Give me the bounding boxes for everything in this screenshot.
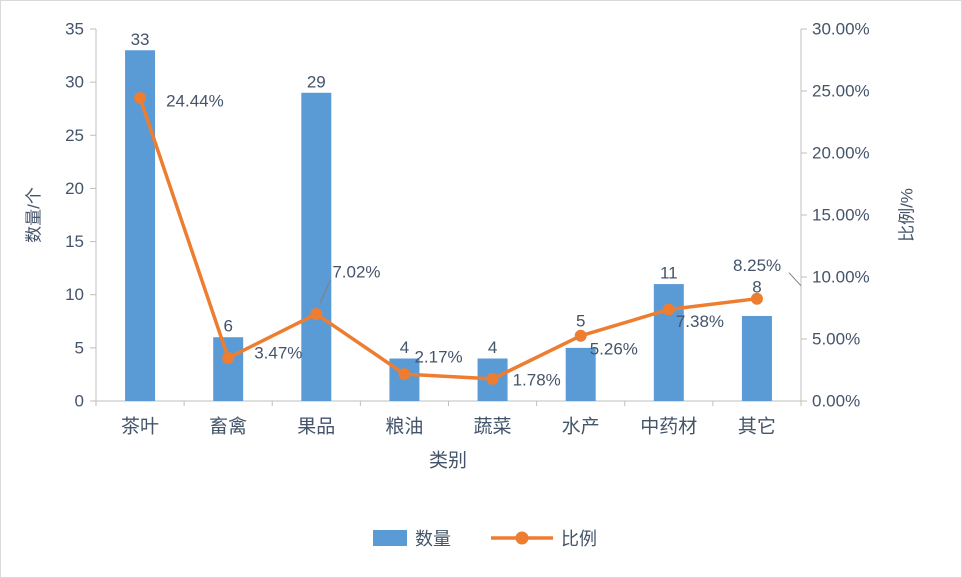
- line-value-label: 7.38%: [676, 312, 724, 331]
- y-axis-left-title: 数量/个: [25, 187, 44, 243]
- legend: 数量 比例: [373, 529, 597, 549]
- data-labels: 33 6 29 4 4 5 11 8 24.44% 3.47% 7.02% 2.17% 1.78% 5.2…: [131, 30, 802, 389]
- category-label: 蔬菜: [474, 416, 512, 438]
- bar-value-label: 11: [660, 264, 678, 283]
- bar: [653, 284, 684, 401]
- legend-line-label: 比例: [561, 529, 597, 549]
- y-left-tick-label: 0: [75, 392, 84, 411]
- bar: [125, 50, 156, 401]
- line-marker: [134, 91, 147, 104]
- bar-value-label: 5: [576, 311, 585, 330]
- y-left-tick-label: 10: [65, 285, 84, 304]
- legend-bar-swatch: [373, 530, 407, 546]
- line-value-label: 7.02%: [332, 262, 380, 281]
- line-series: [134, 91, 763, 385]
- bar-series: [125, 50, 772, 402]
- label-leader-line: [788, 272, 802, 287]
- y-right-tick-label: 0.00%: [812, 392, 860, 411]
- y-right-tick-label: 10.00%: [812, 268, 870, 287]
- line-marker: [750, 292, 763, 305]
- line-marker: [486, 372, 499, 385]
- y-right-tick-label: 20.00%: [812, 144, 870, 163]
- bar: [213, 337, 244, 401]
- y-left-tick-label: 5: [75, 338, 84, 357]
- line-marker: [398, 368, 411, 381]
- y-left-tick-label: 15: [65, 232, 84, 251]
- y-right-tick-label: 15.00%: [812, 206, 870, 225]
- line-path: [138, 96, 759, 381]
- x-axis-title: 类别: [429, 450, 467, 472]
- y-right-tick-label: 25.00%: [812, 82, 870, 101]
- category-label: 中药材: [640, 416, 697, 438]
- category-label: 茶叶: [121, 416, 159, 438]
- y-right-tick-label: 5.00%: [812, 330, 860, 349]
- y-left-tick-label: 25: [65, 126, 84, 145]
- line-value-label: 1.78%: [513, 370, 561, 389]
- y-axis-right-title: 比例/%: [898, 188, 917, 242]
- bar-value-label: 4: [400, 338, 409, 357]
- line-marker: [222, 351, 235, 364]
- bar-value-label: 29: [307, 72, 326, 91]
- label-leader-line: [319, 279, 331, 304]
- category-label: 果品: [297, 417, 335, 438]
- category-label: 水产: [562, 416, 600, 438]
- bar: [741, 315, 772, 401]
- axes: 0 5 10 15 20 25 30 35 0.00% 5.00% 10.00% 15.00% 20.0…: [65, 20, 870, 411]
- line-value-label: 24.44%: [166, 91, 224, 110]
- line-marker: [310, 307, 323, 320]
- category-label: 其它: [738, 416, 776, 438]
- bar: [301, 92, 332, 402]
- y-left-tick-label: 30: [65, 73, 84, 92]
- category-label: 粮油: [385, 416, 423, 438]
- y-right-tick-label: 30.00%: [812, 20, 870, 39]
- category-axis-labels: 茶叶 畜禽 果品 粮油 蔬菜 水产 中药材 其它: [121, 416, 776, 438]
- line-marker: [662, 303, 675, 316]
- line-value-label: 2.17%: [414, 348, 462, 367]
- bar-value-label: 6: [223, 317, 232, 336]
- legend-line-marker: [515, 531, 529, 545]
- bar-value-label: 33: [131, 30, 150, 49]
- line-value-label: 5.26%: [590, 339, 638, 358]
- y-left-tick-label: 35: [65, 20, 84, 39]
- line-marker: [574, 329, 587, 342]
- y-left-tick-label: 20: [65, 179, 84, 198]
- category-label: 畜禽: [209, 416, 247, 438]
- bar-value-label: 4: [488, 338, 497, 357]
- line-value-label: 8.25%: [733, 256, 781, 275]
- legend-bar-label: 数量: [415, 529, 451, 549]
- line-value-label: 3.47%: [254, 343, 302, 362]
- bar-value-label: 8: [752, 277, 761, 296]
- bar: [565, 347, 596, 401]
